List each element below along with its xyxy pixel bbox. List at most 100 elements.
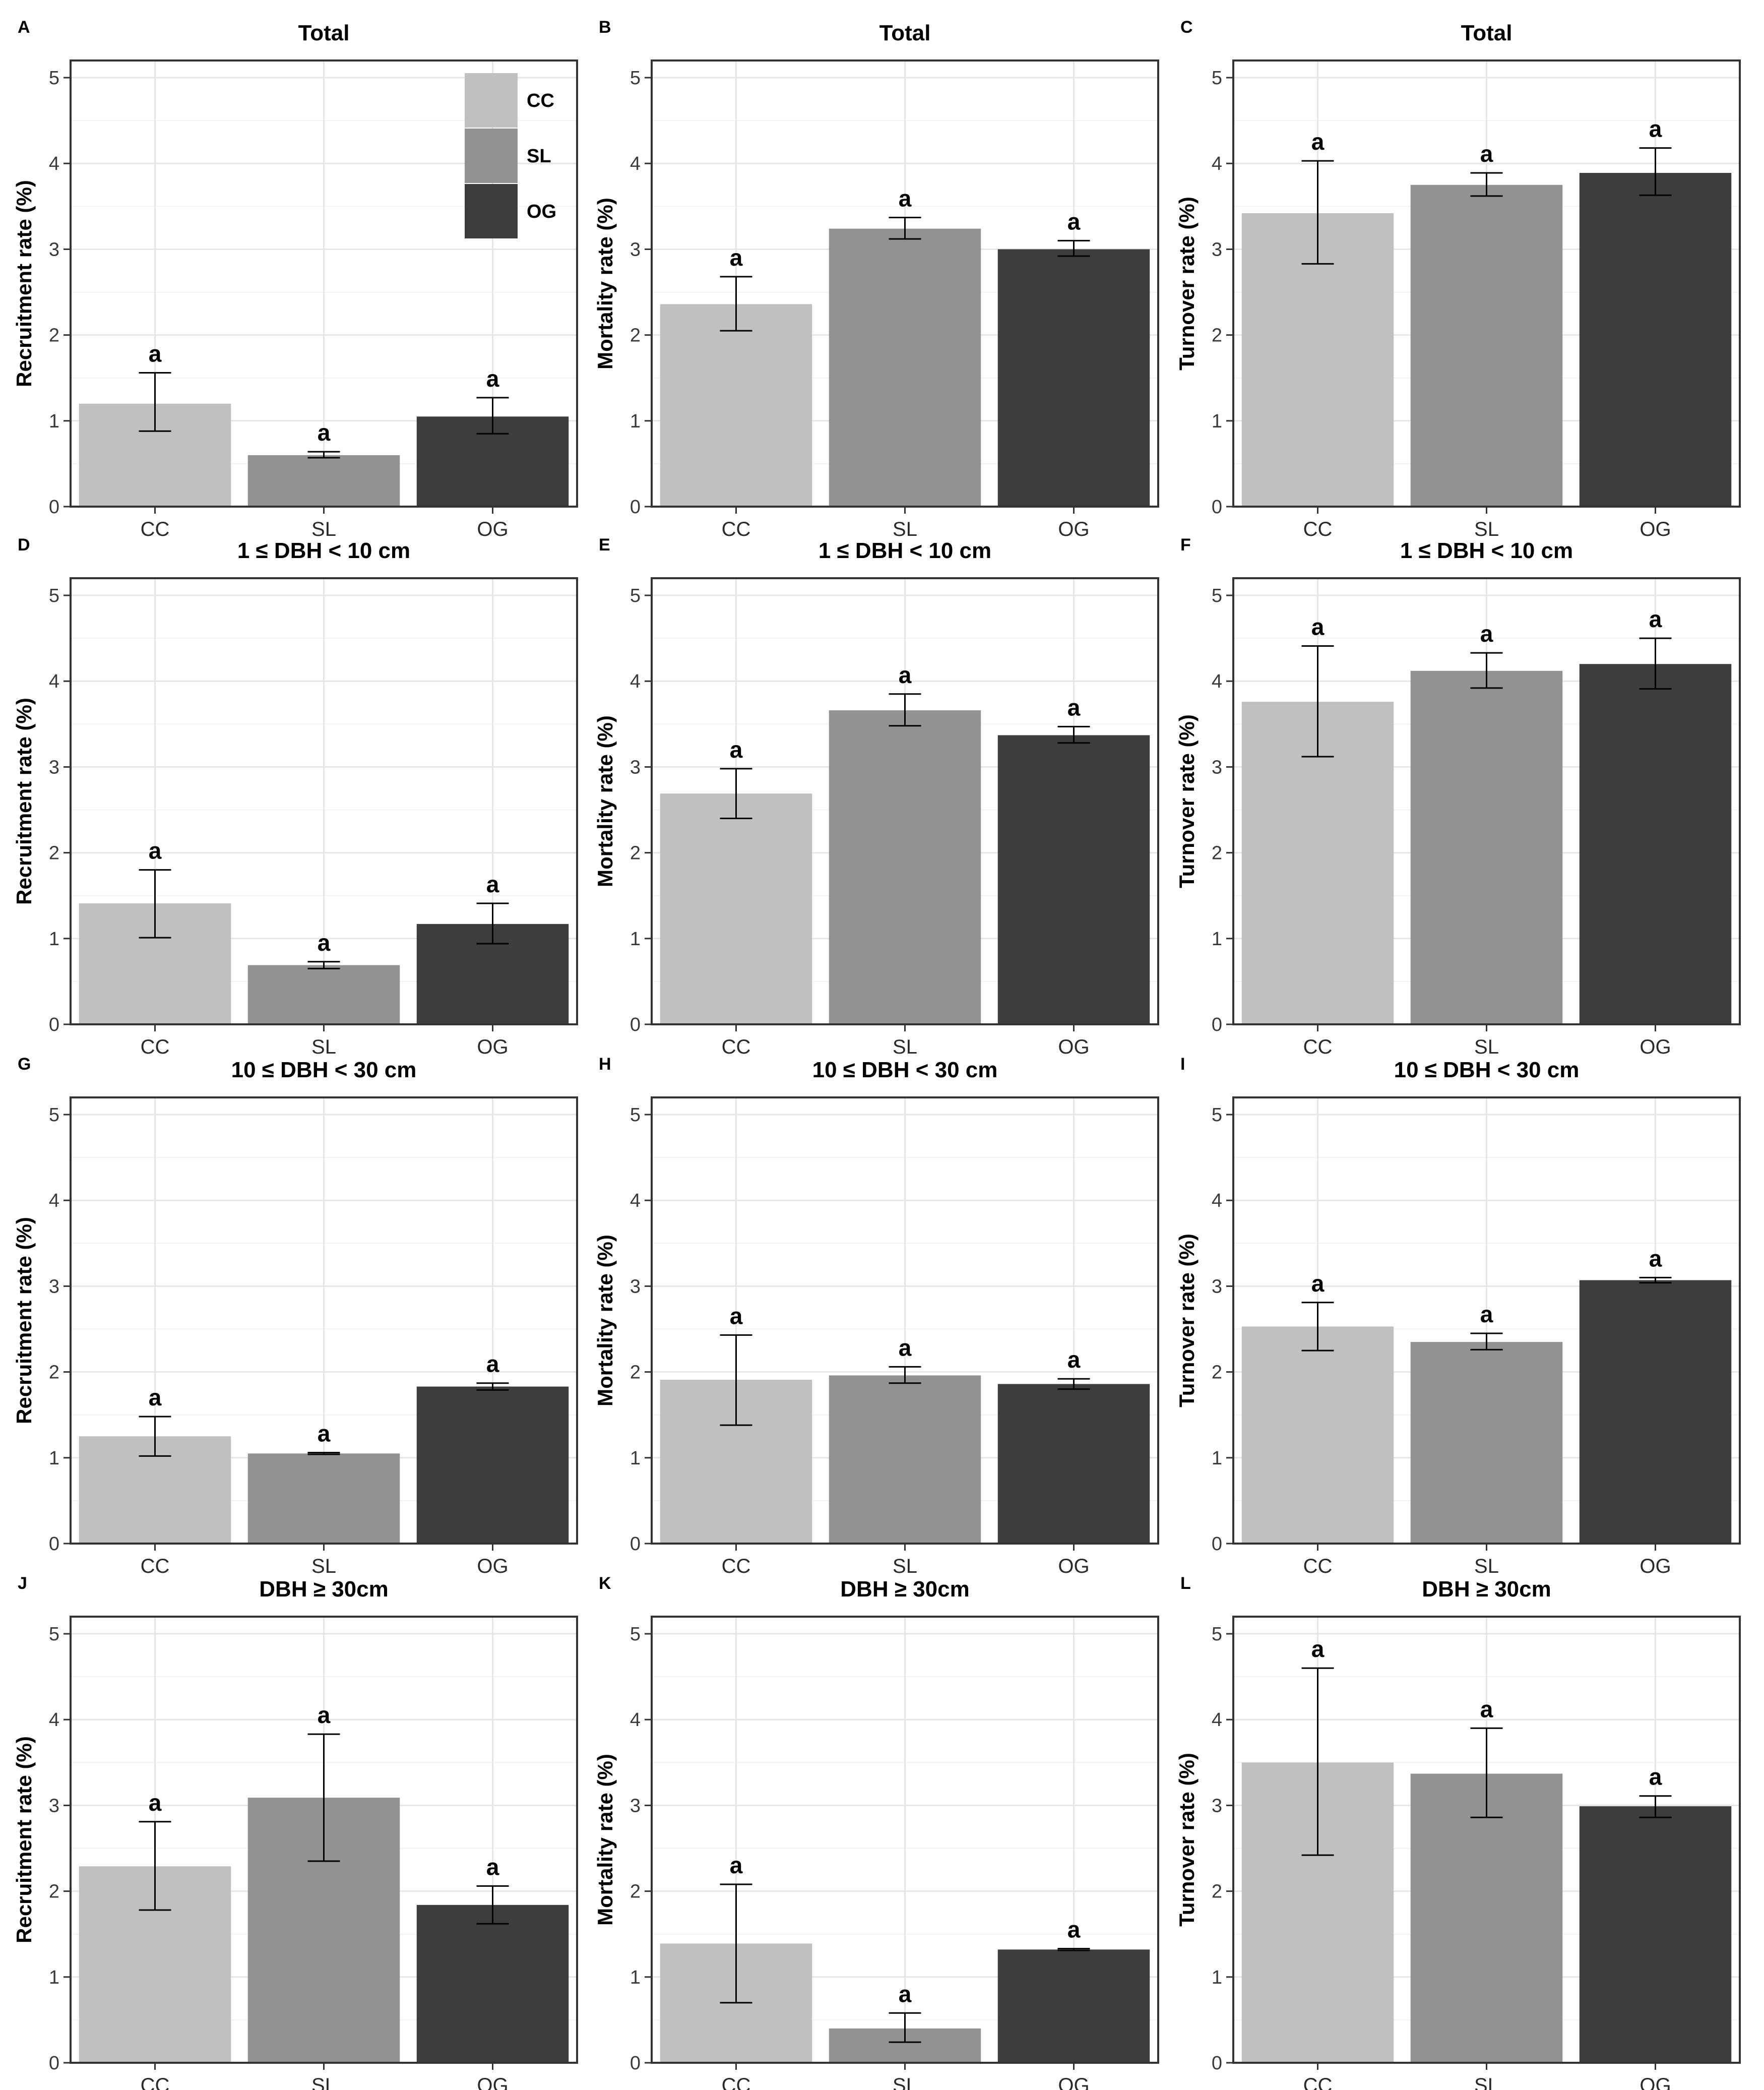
panel-letter: B bbox=[599, 18, 611, 37]
y-tick-label: 2 bbox=[630, 325, 641, 346]
y-tick-label: 0 bbox=[1212, 497, 1222, 518]
panel-title: Total bbox=[1461, 21, 1513, 45]
x-tick-label: CC bbox=[141, 518, 170, 540]
panel-title: Total bbox=[298, 21, 350, 45]
y-tick-label: 3 bbox=[630, 757, 641, 778]
significance-label: a bbox=[1067, 1917, 1081, 1943]
y-tick-label: 3 bbox=[1212, 1276, 1222, 1297]
y-axis-label: Turnover rate (%) bbox=[1175, 1234, 1199, 1407]
bar-cc bbox=[660, 304, 812, 507]
significance-label: a bbox=[1480, 1696, 1493, 1722]
y-tick-label: 5 bbox=[49, 68, 59, 89]
panel-title: 1 ≤ DBH < 10 cm bbox=[237, 538, 410, 563]
x-tick-label: SL bbox=[893, 2074, 917, 2090]
significance-label: a bbox=[899, 185, 912, 211]
y-tick-label: 3 bbox=[49, 1795, 59, 1816]
y-tick-label: 4 bbox=[1212, 153, 1222, 174]
panel-f: F 1 ≤ DBH < 10 cm a a a 0 1 2 3 4 5 CC SL OG Turnover … bbox=[1175, 535, 1741, 1058]
significance-label: a bbox=[899, 1334, 912, 1361]
y-axis-label: Recruitment rate (%) bbox=[12, 1217, 36, 1424]
y-tick-label: 0 bbox=[630, 1533, 641, 1555]
x-tick-label: CC bbox=[1303, 2074, 1333, 2090]
x-tick-label: SL bbox=[1474, 1036, 1499, 1058]
y-tick-label: 5 bbox=[630, 68, 641, 89]
panel-i: I 10 ≤ DBH < 30 cm a a a 0 1 2 3 4 5 CC SL OG Turnover… bbox=[1175, 1055, 1741, 1577]
significance-label: a bbox=[318, 419, 331, 446]
x-tick-label: CC bbox=[1303, 518, 1333, 540]
y-tick-label: 1 bbox=[630, 1448, 641, 1469]
x-tick-label: OG bbox=[1640, 1036, 1671, 1058]
y-tick-label: 2 bbox=[1212, 1362, 1222, 1383]
y-tick-label: 1 bbox=[49, 929, 59, 950]
significance-label: a bbox=[1649, 1245, 1662, 1271]
y-tick-label: 3 bbox=[49, 757, 59, 778]
x-tick-label: SL bbox=[311, 1555, 336, 1577]
x-tick-label: OG bbox=[1640, 1555, 1671, 1577]
significance-label: a bbox=[1649, 606, 1662, 632]
panel-title: 1 ≤ DBH < 10 cm bbox=[818, 538, 991, 563]
legend-label-sl: SL bbox=[527, 146, 551, 167]
y-axis-label: Mortality rate (%) bbox=[593, 1754, 617, 1926]
x-tick-label: CC bbox=[722, 2074, 751, 2090]
bar-og bbox=[1579, 664, 1732, 1024]
bar-cc bbox=[660, 793, 812, 1024]
y-tick-label: 1 bbox=[630, 1967, 641, 1988]
y-tick-label: 4 bbox=[1212, 1190, 1222, 1211]
significance-label: a bbox=[1311, 129, 1325, 155]
significance-label: a bbox=[1480, 1301, 1493, 1327]
x-tick-label: OG bbox=[1058, 1555, 1089, 1577]
y-tick-label: 4 bbox=[49, 1709, 59, 1731]
panel-letter: G bbox=[18, 1055, 31, 1074]
panel-b: B Total a a a 0 1 2 3 4 5 CC SL OG Mortality rate (%) bbox=[593, 18, 1159, 540]
y-tick-label: 1 bbox=[49, 411, 59, 432]
significance-label: a bbox=[149, 341, 162, 367]
y-tick-label: 3 bbox=[1212, 1795, 1222, 1816]
x-tick-label: OG bbox=[477, 518, 508, 540]
x-tick-label: OG bbox=[477, 1555, 508, 1577]
y-tick-label: 3 bbox=[49, 1276, 59, 1297]
y-tick-label: 1 bbox=[1212, 1967, 1222, 1988]
x-tick-label: OG bbox=[1640, 518, 1671, 540]
panel-letter: C bbox=[1180, 18, 1193, 37]
significance-label: a bbox=[730, 736, 743, 763]
panel-title: Total bbox=[879, 21, 931, 45]
bar-og bbox=[416, 1904, 569, 2063]
significance-label: a bbox=[486, 871, 499, 897]
y-tick-label: 0 bbox=[630, 1014, 641, 1035]
y-axis-label: Recruitment rate (%) bbox=[12, 698, 36, 905]
significance-label: a bbox=[1649, 116, 1662, 142]
x-tick-label: CC bbox=[141, 1555, 170, 1577]
significance-label: a bbox=[149, 838, 162, 864]
significance-label: a bbox=[149, 1790, 162, 1816]
x-tick-label: CC bbox=[722, 1555, 751, 1577]
significance-label: a bbox=[486, 1854, 499, 1880]
y-tick-label: 1 bbox=[1212, 1448, 1222, 1469]
y-tick-label: 4 bbox=[630, 153, 641, 174]
x-tick-label: OG bbox=[1058, 2074, 1089, 2090]
bar-sl bbox=[1410, 670, 1563, 1024]
y-tick-label: 5 bbox=[1212, 585, 1222, 606]
panel-letter: F bbox=[1180, 535, 1191, 555]
y-tick-label: 2 bbox=[49, 1881, 59, 1902]
y-tick-label: 2 bbox=[630, 1881, 641, 1902]
significance-label: a bbox=[1067, 694, 1081, 720]
x-tick-label: SL bbox=[311, 518, 336, 540]
y-tick-label: 5 bbox=[1212, 1624, 1222, 1645]
y-axis-label: Recruitment rate (%) bbox=[12, 180, 36, 387]
y-axis-label: Turnover rate (%) bbox=[1175, 197, 1199, 371]
x-tick-label: SL bbox=[1474, 2074, 1499, 2090]
y-tick-label: 3 bbox=[630, 239, 641, 260]
significance-label: a bbox=[899, 662, 912, 688]
bar-og bbox=[416, 1386, 569, 1544]
panel-c: C Total a a a 0 1 2 3 4 5 CC SL OG Turnover rate (%) bbox=[1175, 18, 1741, 540]
panel-letter: I bbox=[1180, 1055, 1185, 1074]
panel-letter: J bbox=[18, 1574, 27, 1593]
x-tick-label: CC bbox=[1303, 1036, 1333, 1058]
panel-title: DBH ≥ 30cm bbox=[1422, 1577, 1551, 1602]
bar-og bbox=[997, 735, 1150, 1024]
x-tick-label: SL bbox=[893, 1036, 917, 1058]
x-tick-label: SL bbox=[311, 2074, 336, 2090]
y-tick-label: 0 bbox=[630, 497, 641, 518]
x-tick-label: OG bbox=[1640, 2074, 1671, 2090]
x-tick-label: OG bbox=[1058, 1036, 1089, 1058]
